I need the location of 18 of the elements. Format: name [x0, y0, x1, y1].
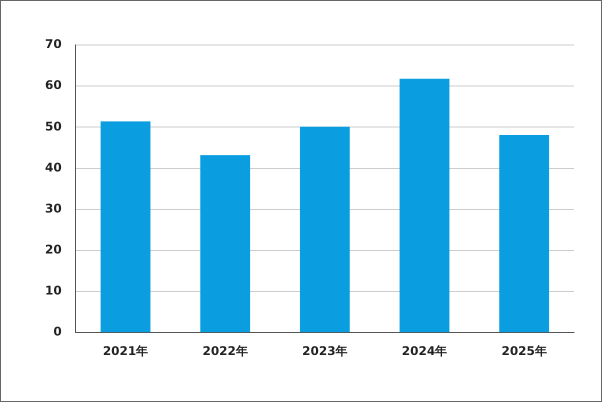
- y-tick-label: 10: [44, 284, 62, 298]
- bar: [100, 121, 150, 332]
- y-tick-label: 20: [44, 242, 62, 257]
- y-tick-label: 40: [44, 160, 62, 174]
- x-tick-label: 2023年: [302, 344, 348, 358]
- bar: [499, 134, 550, 332]
- x-tick-label: 2024年: [402, 344, 448, 358]
- y-tick-label: 70: [44, 37, 62, 52]
- bar: [300, 126, 350, 332]
- y-tick-label: 60: [44, 78, 62, 92]
- bar: [400, 78, 450, 332]
- x-tick-label: 2025年: [501, 344, 547, 358]
- y-tick-label: 50: [44, 119, 62, 134]
- y-tick-label: 30: [44, 201, 62, 216]
- x-tick-label: 2021年: [102, 344, 148, 358]
- x-tick-label: 2022年: [202, 344, 248, 358]
- y-tick-label: 0: [53, 324, 62, 339]
- bar: [200, 155, 250, 332]
